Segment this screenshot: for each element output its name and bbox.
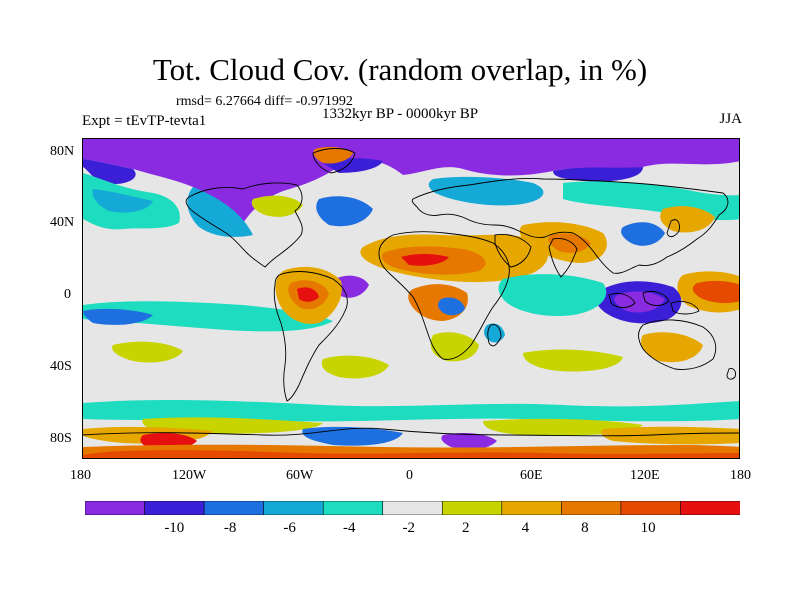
period-label: 1332kyr BP - 0000kyr BP (322, 106, 479, 122)
colorbar-swatch (263, 501, 324, 515)
anomaly-region-sahara-peak (401, 254, 449, 266)
coastline-africa (378, 231, 510, 360)
colorbar-label: 4 (521, 520, 530, 536)
colorbar-swatch (620, 501, 682, 515)
lon-tick-60e: 60E (520, 468, 543, 483)
anomaly-region-arctic-edge (83, 158, 643, 185)
season-label: JJA (719, 111, 742, 127)
map-panel (82, 138, 740, 459)
anomaly-region-east-asia-orange (660, 206, 715, 233)
anomaly-region-amazon-peak (297, 287, 319, 302)
anomaly-region-indian-ocean (498, 274, 607, 317)
colorbar-swatch (322, 501, 384, 515)
lon-tick-60w: 60W (286, 468, 314, 483)
lon-tick-0: 0 (406, 468, 413, 483)
colorbar-label: 8 (581, 520, 589, 536)
colorbar-swatch (85, 501, 146, 515)
lat-tick-40s: 40S (50, 359, 72, 374)
lat-tick-40n: 40N (50, 215, 75, 230)
anomaly-region-equatorial-pacific (83, 301, 333, 332)
anomaly-region-east-asia-blue (621, 222, 665, 246)
coastline-north-america (185, 182, 303, 268)
colorbar-label: -8 (223, 520, 237, 536)
anomaly-region-congo-blue (438, 297, 465, 316)
coastline-antarctica (83, 427, 739, 437)
lon-tick-180e: 180 (730, 468, 751, 483)
colorbar-label: -10 (164, 520, 185, 536)
lat-tick-80n: 80N (50, 144, 75, 159)
figure-title: Tot. Cloud Cov. (random overlap, in %) (152, 52, 648, 87)
colorbar-label: 2 (462, 520, 470, 536)
coastline-eurasia (411, 178, 729, 274)
anomaly-region-antarctic-red-bottom (83, 450, 739, 458)
colorbar-swatch (144, 501, 205, 515)
anomaly-region-north-america (187, 187, 253, 237)
anomaly-field (83, 139, 739, 458)
anomaly-region-north-atlantic (316, 196, 373, 227)
coastline-japan (666, 219, 680, 238)
coastline-australia (638, 319, 717, 370)
anomaly-region-southern-ocean-cyan (83, 399, 739, 422)
anomaly-region-south-pacific-blue (83, 308, 153, 325)
anomaly-region-south-pacific-yellow (112, 341, 183, 363)
anomaly-region-greenland-positive (313, 146, 353, 164)
lon-tick-120e: 120E (630, 468, 660, 483)
colorbar-label: -2 (402, 520, 416, 536)
colorbar-label: -6 (283, 520, 296, 536)
anomaly-region-southern-africa (430, 332, 479, 362)
coastline-madagascar (487, 324, 502, 347)
coastline-south-america (273, 271, 348, 402)
lat-tick-0: 0 (64, 287, 71, 302)
anomaly-region-antarctic-purple (441, 433, 497, 450)
colorbar-label: 10 (640, 520, 656, 536)
lon-tick-120w: 120W (172, 468, 207, 483)
colorbar-swatch (680, 501, 740, 515)
colorbar-swatch (382, 501, 443, 515)
coastline-new-zealand (726, 368, 736, 380)
lat-tick-80s: 80S (50, 431, 72, 446)
anomaly-region-australia-positive (640, 332, 703, 363)
coastlines (83, 148, 739, 437)
coastline-india (548, 238, 578, 278)
colorbar-swatch (501, 501, 562, 515)
anomaly-region-west-pacific-core (692, 280, 739, 304)
cloud-cover-anomaly-map (83, 139, 739, 458)
colorbar-swatch (203, 501, 265, 515)
anomaly-region-southern-ocean-yellow (142, 417, 643, 436)
anomaly-region-south-atlantic-yellow (321, 355, 389, 379)
anomaly-region-canada-yellow (251, 195, 303, 217)
colorbar-swatch (441, 501, 503, 515)
colorbar-label: -4 (342, 520, 356, 536)
anomaly-region-southern-indian-yellow (523, 349, 623, 372)
coastline-arabia (494, 234, 532, 268)
experiment-label: Expt = tEvTP-tevta1 (82, 113, 207, 129)
anomaly-region-arctic (83, 139, 739, 223)
colorbar (85, 501, 740, 515)
stats-label: rmsd= 6.27664 diff= -0.971992 (176, 94, 353, 109)
anomaly-region-eurasia-blue (428, 176, 544, 206)
coastline-greenland (312, 148, 356, 174)
colorbar-swatch (561, 501, 622, 515)
anomaly-region-north-pacific-core (92, 189, 153, 213)
lon-tick-180w: 180 (70, 468, 91, 483)
coastline-maritime (608, 290, 700, 315)
